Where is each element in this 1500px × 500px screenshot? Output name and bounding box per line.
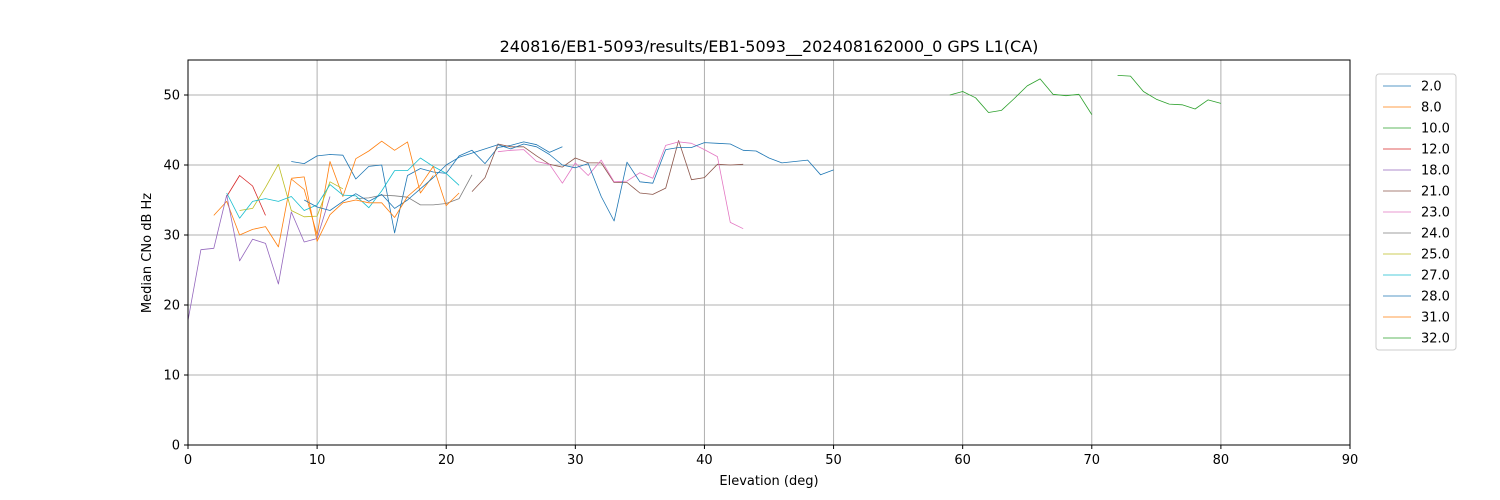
- x-tick-label: 10: [309, 453, 326, 468]
- x-tick-label: 0: [184, 453, 192, 468]
- legend-item-27-0: 27.0: [1383, 269, 1450, 284]
- series-line-2-0: [291, 141, 563, 234]
- legend-label: 2.0: [1421, 80, 1442, 95]
- y-tick-label: 40: [163, 159, 180, 174]
- legend-item-12-0: 12.0: [1383, 143, 1450, 158]
- legend-item-10-0: 10.0: [1383, 122, 1450, 137]
- legend-label: 25.0: [1421, 248, 1450, 263]
- legend-label: 32.0: [1421, 332, 1450, 347]
- series-line-32-0: [1117, 75, 1222, 110]
- series-line-18-0: [187, 194, 331, 321]
- series-line-27-0: [226, 157, 460, 219]
- legend-label: 27.0: [1421, 269, 1450, 284]
- y-tick-label: 50: [163, 89, 180, 104]
- chart-title: 240816/EB1-5093/results/EB1-5093__202408…: [500, 37, 1039, 57]
- legend-label: 8.0: [1421, 101, 1442, 116]
- x-tick-label: 20: [438, 453, 455, 468]
- series-line-10-0: [949, 78, 1093, 115]
- legend-label: 18.0: [1421, 164, 1450, 179]
- legend-item-25-0: 25.0: [1383, 248, 1450, 263]
- x-tick-label: 60: [954, 453, 971, 468]
- series-line-31-0: [291, 166, 460, 242]
- legend-label: 31.0: [1421, 311, 1450, 326]
- axis-ticks: 0 10 20 30 40 50 60 70 80 90 0 10 20 30 40 50: [163, 89, 1358, 469]
- legend: 2.0 8.0 10.0 12.0 18.0 21.0 23.0 24.0 25.0 27.0 28…: [1375, 73, 1457, 351]
- y-axis-label: Median CNo dB Hz: [140, 193, 155, 313]
- legend-label: 10.0: [1421, 122, 1450, 137]
- x-tick-label: 50: [825, 453, 842, 468]
- legend-item-2-0: 2.0: [1383, 80, 1442, 95]
- legend-items: 2.0 8.0 10.0 12.0 18.0 21.0 23.0 24.0 25.0 27.0 28…: [1383, 80, 1450, 347]
- x-tick-label: 90: [1342, 453, 1359, 468]
- legend-item-31-0: 31.0: [1383, 311, 1450, 326]
- x-tick-label: 70: [1084, 453, 1101, 468]
- y-tick-label: 10: [163, 369, 180, 384]
- y-tick-label: 0: [172, 439, 180, 454]
- legend-item-8-0: 8.0: [1383, 101, 1442, 116]
- legend-label: 23.0: [1421, 206, 1450, 221]
- series-line-28-0: [304, 142, 834, 222]
- legend-label: 24.0: [1421, 227, 1450, 242]
- y-tick-label: 30: [163, 229, 180, 244]
- legend-item-18-0: 18.0: [1383, 164, 1450, 179]
- legend-item-21-0: 21.0: [1383, 185, 1450, 200]
- plot-series: [187, 75, 1222, 321]
- series-line-24-0: [355, 174, 473, 206]
- x-axis-label: Elevation (deg): [719, 474, 818, 489]
- legend-label: 12.0: [1421, 143, 1450, 158]
- legend-label: 28.0: [1421, 290, 1450, 305]
- x-tick-label: 30: [567, 453, 584, 468]
- y-tick-label: 20: [163, 299, 180, 314]
- legend-label: 21.0: [1421, 185, 1450, 200]
- legend-box: [1375, 73, 1457, 351]
- x-tick-label: 80: [1213, 453, 1230, 468]
- series-line-12-0: [226, 175, 266, 216]
- legend-item-23-0: 23.0: [1383, 206, 1450, 221]
- legend-item-32-0: 32.0: [1383, 332, 1450, 347]
- series-line-25-0: [239, 163, 344, 218]
- series-line-23-0: [497, 141, 744, 230]
- legend-item-24-0: 24.0: [1383, 227, 1450, 242]
- x-tick-label: 40: [696, 453, 713, 468]
- plot-frame: [187, 59, 1351, 446]
- legend-item-28-0: 28.0: [1383, 290, 1450, 305]
